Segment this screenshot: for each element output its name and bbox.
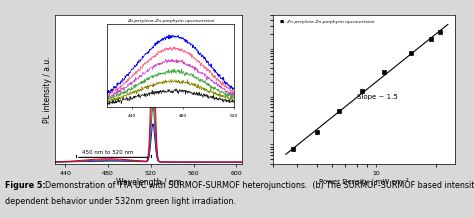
Y-axis label: PL intensity / a.u.: PL intensity / a.u.: [43, 56, 52, 123]
Text: ■- Zn-perylene-Zn-porphyrin upconversion: ■- Zn-perylene-Zn-porphyrin upconversion: [280, 20, 374, 24]
Text: 450 nm to 520 nm: 450 nm to 520 nm: [82, 150, 134, 155]
Text: dependent behavior under 532nm green light irradiation.: dependent behavior under 532nm green lig…: [5, 197, 236, 206]
X-axis label: Wavelength / nm: Wavelength / nm: [116, 177, 181, 187]
X-axis label: Power Density / mW cm⁻²: Power Density / mW cm⁻²: [319, 177, 409, 184]
Text: Figure 5:: Figure 5:: [5, 181, 46, 190]
Text: Demonstration of TTA UC with SURMOF-SURMOF heterojunctions.  (b) The SURMOF-SURM: Demonstration of TTA UC with SURMOF-SURM…: [40, 181, 474, 190]
Text: Slope ~ 1.5: Slope ~ 1.5: [357, 94, 398, 100]
